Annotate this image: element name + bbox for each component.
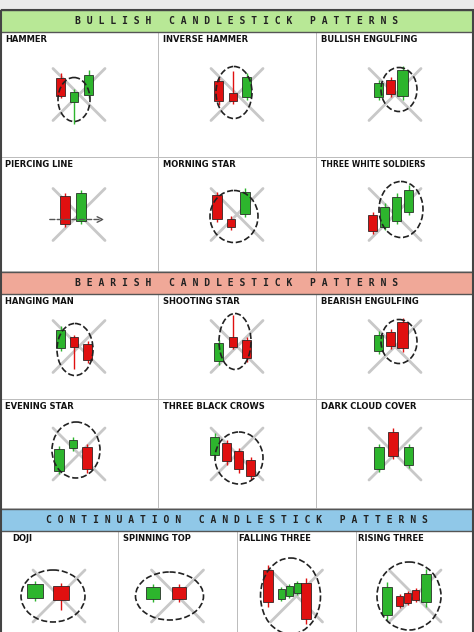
Text: THREE WHITE SOLDIERS: THREE WHITE SOLDIERS bbox=[321, 160, 425, 169]
Bar bbox=[382, 587, 392, 615]
Text: B U L L I S H   C A N D L E S T I C K   P A T T E R N S: B U L L I S H C A N D L E S T I C K P A … bbox=[75, 16, 399, 26]
Bar bbox=[392, 197, 401, 221]
Bar bbox=[54, 449, 64, 471]
Bar bbox=[212, 195, 222, 219]
Text: PIERCING LINE: PIERCING LINE bbox=[5, 160, 73, 169]
Bar bbox=[0, 272, 474, 294]
Bar bbox=[222, 443, 231, 461]
Bar bbox=[398, 70, 409, 95]
Bar bbox=[0, 509, 474, 632]
Text: EVENING STAR: EVENING STAR bbox=[5, 402, 74, 411]
Bar bbox=[84, 75, 93, 95]
Bar bbox=[404, 593, 411, 603]
Bar bbox=[0, 509, 474, 531]
Bar bbox=[0, 272, 474, 509]
Bar bbox=[396, 596, 403, 606]
Text: C O N T I N U A T I O N   C A N D L E S T I C K   P A T T E R N S: C O N T I N U A T I O N C A N D L E S T … bbox=[46, 515, 428, 525]
Bar bbox=[264, 570, 273, 602]
Bar bbox=[374, 83, 383, 97]
Bar bbox=[398, 322, 409, 348]
Bar bbox=[83, 344, 92, 360]
Bar bbox=[421, 574, 431, 602]
Bar bbox=[27, 584, 43, 598]
Bar bbox=[301, 583, 311, 619]
Text: DARK CLOUD COVER: DARK CLOUD COVER bbox=[321, 402, 417, 411]
Bar bbox=[243, 76, 252, 97]
Bar bbox=[56, 78, 65, 95]
Text: HANGING MAN: HANGING MAN bbox=[5, 297, 74, 306]
Bar bbox=[210, 437, 219, 455]
Text: THREE BLACK CROWS: THREE BLACK CROWS bbox=[163, 402, 265, 411]
Bar bbox=[286, 586, 293, 596]
Bar bbox=[227, 219, 235, 226]
Bar bbox=[381, 207, 390, 226]
Bar bbox=[0, 10, 474, 272]
Bar bbox=[386, 80, 395, 94]
Bar bbox=[0, 10, 474, 32]
Bar bbox=[404, 447, 413, 465]
Bar bbox=[243, 339, 252, 358]
Text: DOJI: DOJI bbox=[12, 534, 32, 543]
Bar bbox=[412, 590, 419, 600]
Text: HAMMER: HAMMER bbox=[5, 35, 47, 44]
Bar bbox=[368, 214, 377, 231]
Bar bbox=[404, 190, 413, 212]
Bar bbox=[60, 195, 70, 224]
Bar bbox=[53, 586, 69, 600]
Text: SHOOTING STAR: SHOOTING STAR bbox=[163, 297, 240, 306]
Bar bbox=[82, 447, 92, 469]
Bar bbox=[246, 460, 255, 476]
Text: SPINNING TOP: SPINNING TOP bbox=[123, 534, 191, 543]
Bar bbox=[374, 447, 384, 469]
Bar bbox=[388, 432, 398, 456]
Bar bbox=[229, 92, 237, 100]
Bar bbox=[235, 451, 244, 469]
Bar bbox=[56, 329, 65, 348]
Bar bbox=[240, 191, 250, 214]
Text: FALLING THREE: FALLING THREE bbox=[239, 534, 311, 543]
Bar bbox=[173, 587, 186, 599]
Bar bbox=[374, 334, 383, 351]
Text: INVERSE HAMMER: INVERSE HAMMER bbox=[163, 35, 248, 44]
Text: BULLISH ENGULFING: BULLISH ENGULFING bbox=[321, 35, 418, 44]
Bar bbox=[70, 92, 78, 102]
Bar bbox=[278, 589, 285, 599]
Bar bbox=[294, 583, 301, 593]
Bar bbox=[229, 336, 237, 346]
Text: BEARISH ENGULFING: BEARISH ENGULFING bbox=[321, 297, 419, 306]
Text: B E A R I S H   C A N D L E S T I C K   P A T T E R N S: B E A R I S H C A N D L E S T I C K P A … bbox=[75, 278, 399, 288]
Bar bbox=[146, 587, 161, 599]
Bar bbox=[69, 440, 77, 448]
Bar bbox=[215, 343, 224, 360]
Text: RISING THREE: RISING THREE bbox=[358, 534, 424, 543]
Bar bbox=[76, 193, 86, 221]
Text: MORNING STAR: MORNING STAR bbox=[163, 160, 236, 169]
Bar bbox=[70, 336, 78, 346]
Bar bbox=[215, 80, 224, 100]
Bar bbox=[386, 332, 395, 346]
